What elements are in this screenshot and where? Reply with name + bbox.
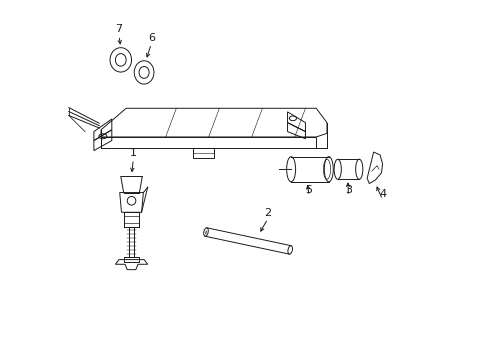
Text: 4: 4 <box>378 189 386 199</box>
Text: 5: 5 <box>305 185 312 195</box>
Text: 2: 2 <box>264 208 271 218</box>
Text: 7: 7 <box>115 24 122 35</box>
Text: 6: 6 <box>147 33 154 42</box>
Text: 3: 3 <box>345 185 351 195</box>
Text: 1: 1 <box>130 148 137 158</box>
